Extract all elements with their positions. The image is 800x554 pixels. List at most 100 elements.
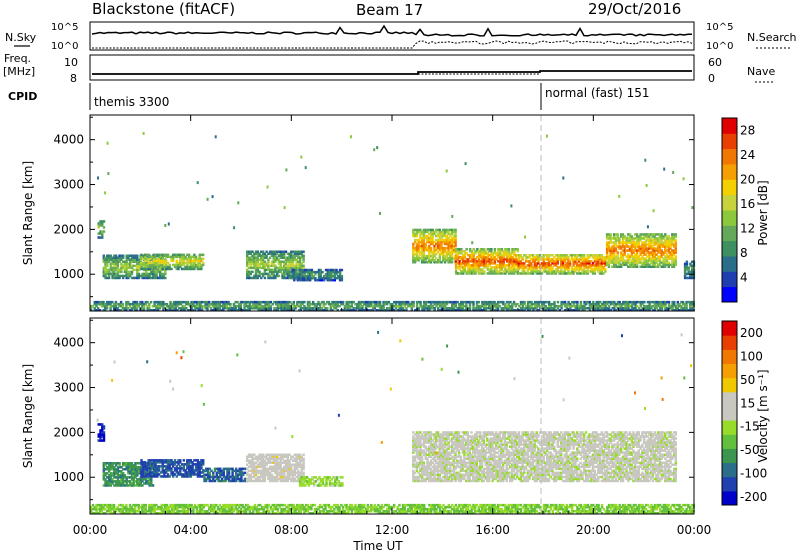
data-cell-10 [678,304,681,308]
data-cell-3 [220,471,224,475]
data-cell-10 [599,300,602,304]
data-cell-10 [208,302,211,306]
data-cell-5 [420,246,424,250]
data-cell-1 [106,468,109,471]
data-cell-8 [611,241,614,244]
data-cell-10 [578,304,581,308]
data-cell-3 [251,258,254,261]
data-cell-10 [401,307,405,310]
data-cell-2 [198,463,201,466]
data-cell-3 [286,256,289,259]
data-cell-7 [537,262,540,265]
data-cell-3 [203,479,206,483]
data-cell-10 [213,304,216,308]
data-cell-10 [174,304,177,308]
data-cell-6 [514,260,518,263]
data-cell-10 [201,309,204,312]
data-cell-7 [604,268,607,271]
data-cell-8 [627,249,630,252]
data-cell-1 [125,482,128,485]
data-cell-4 [249,465,252,469]
data-cell-10 [386,307,389,310]
data-cell-10 [544,304,547,308]
data-cell-2 [163,475,166,478]
data-cell-10 [456,307,459,310]
data-cell-10 [264,302,267,306]
data-cell-10 [171,304,174,308]
data-cell-1 [132,480,135,483]
data-cell-10 [616,307,620,310]
data-cell-4 [263,479,267,483]
data-cell-3 [258,266,261,270]
data-cell-10 [130,307,133,310]
data-cell-10 [93,300,96,304]
data-cell-1 [139,482,142,485]
data-cell-2 [156,267,159,271]
data-cell-2 [145,469,148,472]
data-cell-5 [450,246,454,250]
data-cell-8 [627,233,630,236]
data-cell-8 [669,263,672,266]
data-cell-4 [333,272,336,276]
data-cell-10 [643,304,646,308]
data-cell-4 [267,477,270,481]
data-cell-10 [676,309,679,312]
data-cell-1 [125,480,128,483]
data-cell-3 [229,467,233,471]
data-cell-10 [361,309,364,312]
data-cell-10 [465,302,468,306]
data-cell-7 [590,254,593,257]
data-cell-10 [370,302,373,306]
data-cell-5 [422,250,426,254]
data-cell-5 [450,232,454,236]
data-cell-10 [405,307,408,310]
data-cell-10 [410,307,413,310]
data-cell-1 [114,264,118,268]
data-cell-10 [368,300,371,304]
data-cell-5 [417,244,420,248]
data-cell-10 [287,300,290,304]
data-cell-10 [553,302,556,306]
data-cell-1 [102,256,105,259]
data-cell-2 [143,263,147,267]
data-cell-8 [657,233,660,236]
data-cell-10 [460,302,463,306]
data-cell-10 [285,307,288,310]
data-cell-2 [202,459,205,462]
data-cell-10 [541,302,544,306]
data-cell-10 [585,302,588,306]
data-cell-5 [447,230,450,234]
data-cell-10 [570,309,574,312]
data-cell-1 [114,260,118,263]
data-cell-1 [123,480,127,483]
data-cell-2 [182,475,185,478]
data-cell-10 [655,304,658,308]
data-cell-1 [106,256,109,259]
data-cell-4 [300,274,303,278]
data-cell-8 [644,241,648,244]
data-cell-10 [310,307,313,310]
data-cell-10 [539,307,542,310]
data-cell-8 [671,235,674,238]
data-cell-8 [628,233,632,236]
data-cell-7 [579,268,582,271]
data-cell-3 [298,256,302,259]
data-cell-3 [274,270,277,274]
scatter-echo [107,172,110,175]
data-cell-3 [291,264,295,268]
data-cell-7 [519,256,522,259]
data-cell-5 [431,242,434,246]
data-cell-6 [514,248,518,251]
data-cell-10 [319,304,322,308]
data-cell-6 [477,254,481,257]
data-cell-10 [290,302,294,306]
data-cell-10 [215,302,218,306]
data-cell-5 [429,254,433,258]
data-cell-2 [161,255,164,259]
data-cell-4 [258,461,261,464]
data-cell-8 [662,265,665,268]
data-cell-10 [193,300,197,304]
data-cell-10 [431,300,435,304]
data-cell-10 [112,304,116,308]
data-cell-10 [259,309,262,312]
